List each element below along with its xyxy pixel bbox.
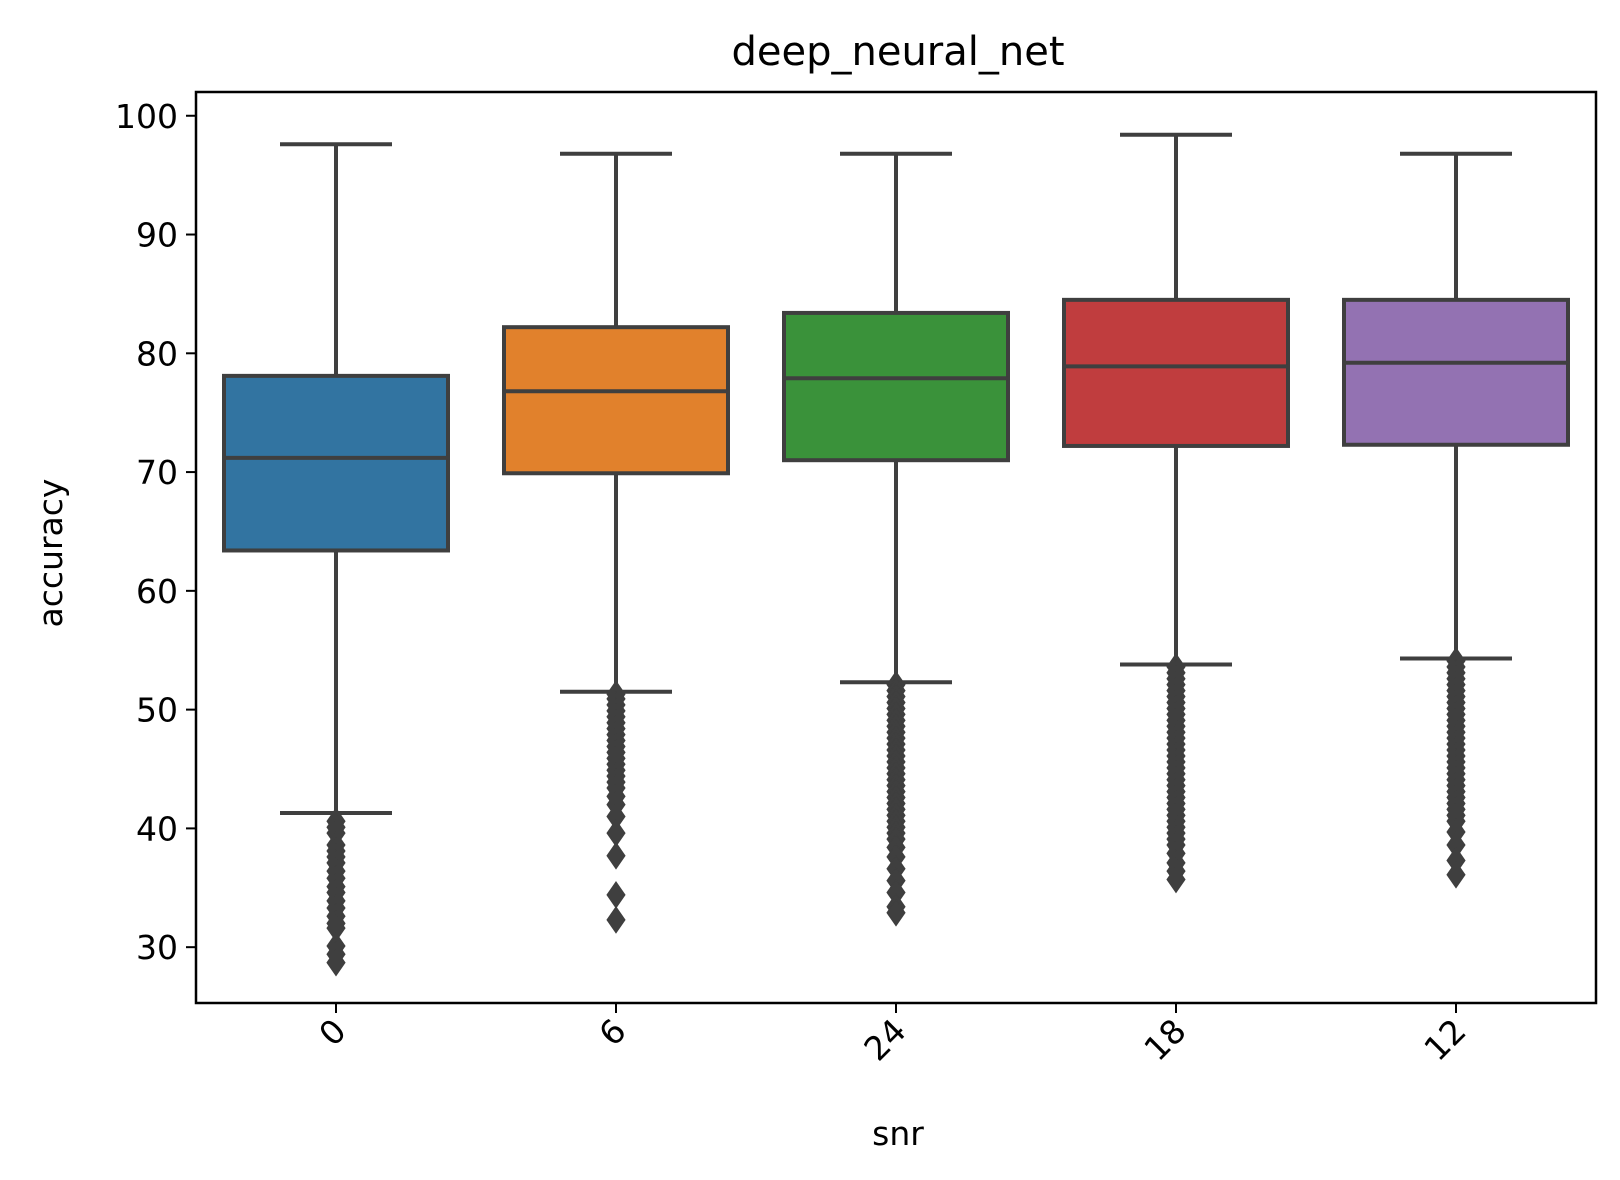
x-tick-label-snr-12: 12 <box>1416 1011 1473 1068</box>
y-tick-label: 80 <box>136 334 178 373</box>
outlier-point-snr-6 <box>606 881 626 909</box>
y-tick-label: 40 <box>136 809 178 848</box>
box-snr-24 <box>782 310 1010 463</box>
box-snr-6 <box>502 325 730 476</box>
y-tick-label: 60 <box>136 572 178 611</box>
plot-area: 30 40 50 60 70 80 90 100 0 6 24 18 12 <box>115 90 1598 1068</box>
x-tick-label-snr-6: 6 <box>591 1011 633 1053</box>
x-tick-label-snr-24: 24 <box>856 1011 913 1068</box>
plot-frame <box>194 90 1598 1005</box>
outlier-point-snr-18 <box>1166 865 1186 894</box>
y-tick-label: 100 <box>115 97 178 136</box>
outlier-point-snr-24 <box>886 898 906 927</box>
x-tick-label-snr-18: 18 <box>1136 1011 1193 1068</box>
box-snr-0 <box>222 373 450 553</box>
outlier-point-snr-0 <box>326 948 346 977</box>
chart-title: deep_neural_net <box>731 29 1064 75</box>
outlier-point-snr-12 <box>1446 860 1466 889</box>
y-tick-label: 50 <box>136 691 178 730</box>
x-tick-label-snr-0: 0 <box>311 1011 353 1053</box>
y-axis-title: accuracy <box>31 479 70 628</box>
y-tick-label: 90 <box>136 216 178 255</box>
y-tick-label: 30 <box>136 928 178 967</box>
y-tick-label: 70 <box>136 453 178 492</box>
box-snr-18 <box>1062 297 1290 448</box>
outlier-point-snr-6 <box>606 841 626 870</box>
outlier-point-snr-6 <box>606 905 626 934</box>
x-axis-title: snr <box>872 1114 924 1153</box>
box-snr-12 <box>1342 297 1570 447</box>
